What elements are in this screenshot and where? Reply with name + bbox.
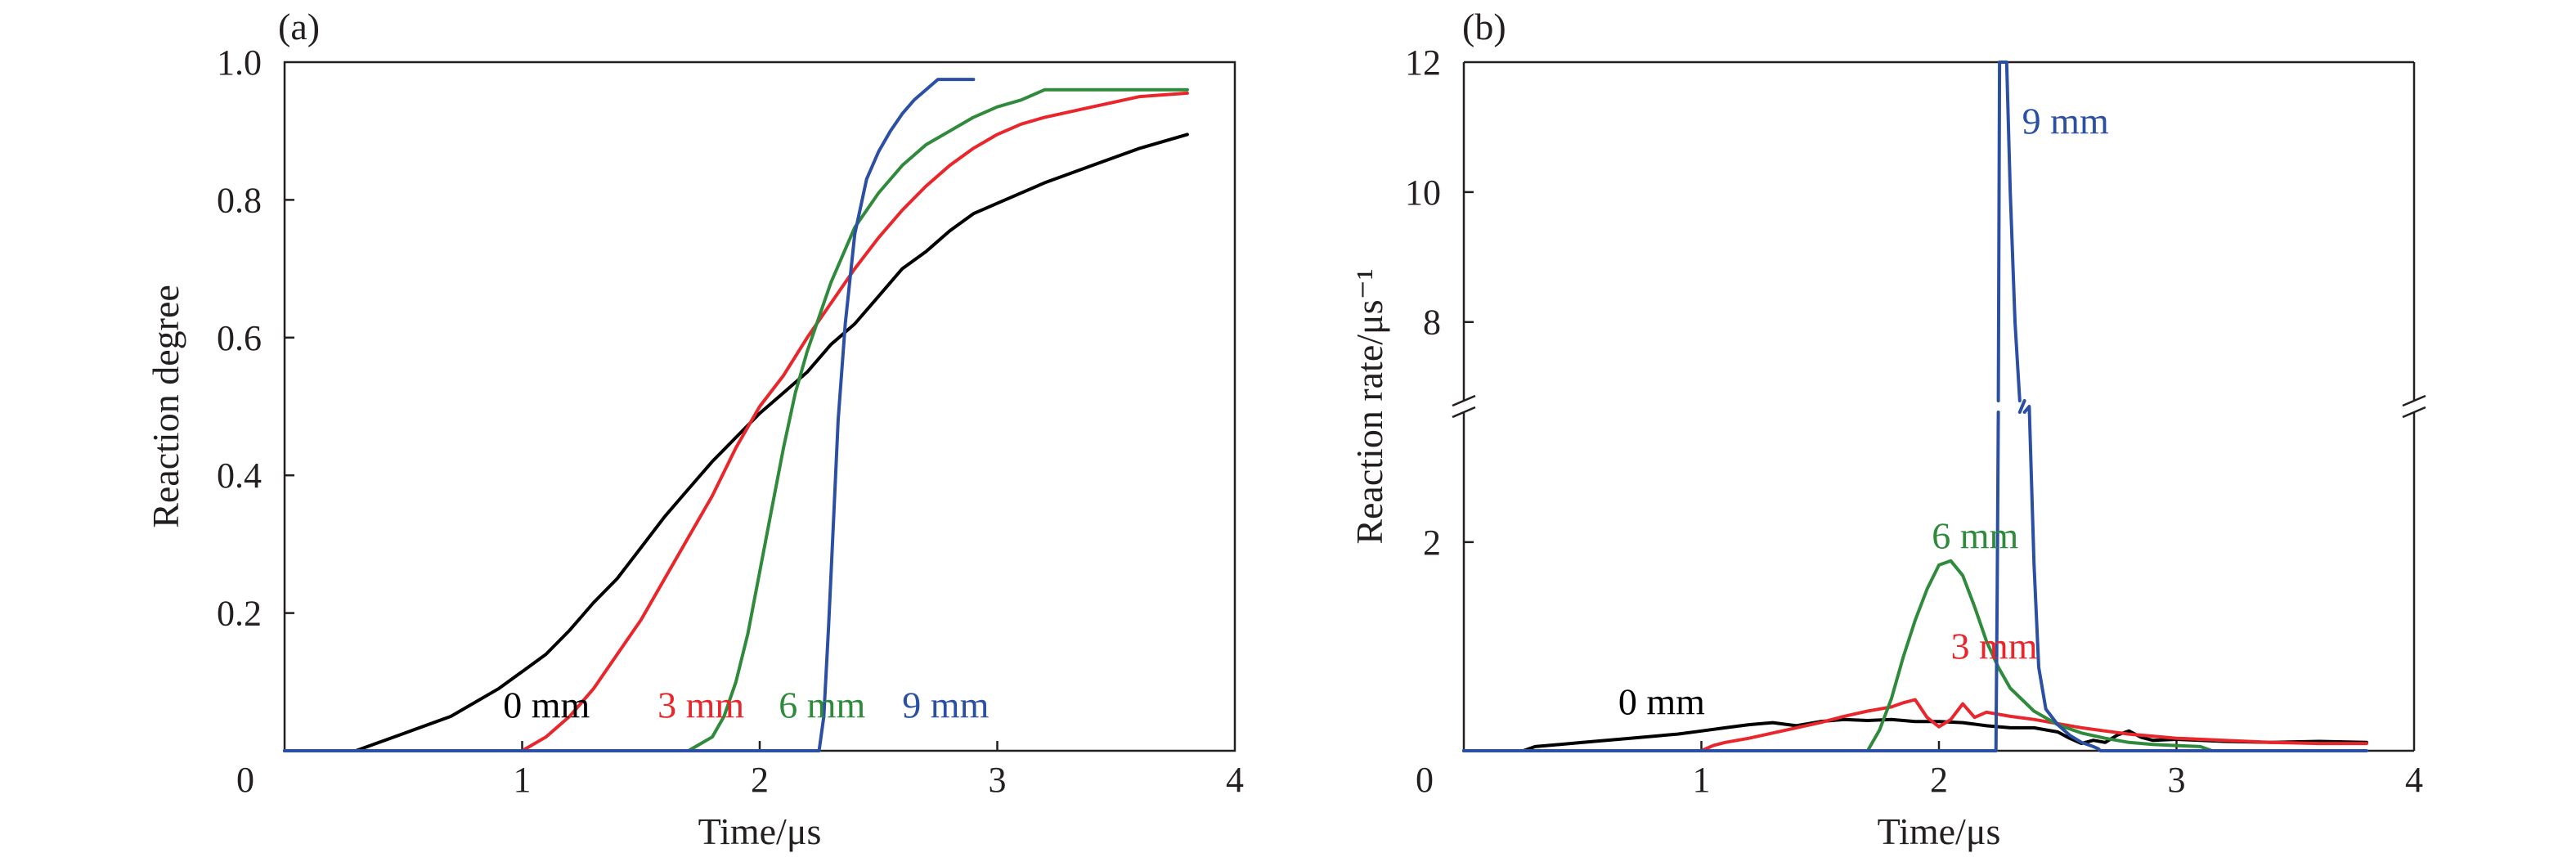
panel-a-y-tick-label: 0.2 — [217, 594, 262, 634]
panel-b-series-label: 3 mm — [1951, 626, 2038, 667]
panel-b-series-line-3-mm — [1462, 698, 2368, 752]
panel-b-series-line-9-mm — [1996, 61, 2022, 402]
panel-b-x-tick-label: 3 — [2168, 760, 2186, 800]
panel-b-y-tick-label: 8 — [1423, 303, 1441, 343]
panel-b-series-line-9-mm — [2017, 399, 2026, 414]
panel-b-series-label: 6 mm — [1932, 515, 2018, 557]
panel-b-series-label: 0 mm — [1618, 680, 1705, 722]
panel-b-y-tick-label: 12 — [1405, 43, 1441, 83]
panel-a-y-tick-label: 1.0 — [217, 43, 262, 83]
panel-a-x-tick-label: 1 — [514, 760, 532, 800]
panel-b-label: (b) — [1462, 6, 1506, 47]
panel-b-series-line-9-mm — [2022, 405, 2368, 752]
panel-b-x-tick-label: 4 — [2405, 760, 2423, 800]
panel-a-y-axis-title: Reaction degree — [145, 285, 186, 528]
panel-a-series-line-9-mm — [283, 78, 976, 752]
axis-break-mark — [2402, 406, 2426, 419]
panel-a-series-label: 6 mm — [779, 685, 865, 726]
panel-a-tick-labels: 0 1 2 3 4 0.2 0.4 0.6 0.8 1.0 — [217, 43, 1244, 800]
panel-a-annotations: 0 mm 3 mm 6 mm 9 mm — [503, 685, 989, 726]
panel-a-x-tick-label: 2 — [751, 760, 769, 800]
panel-a-series — [283, 78, 1189, 752]
panel-a-x-axis-title: Time/μs — [698, 810, 822, 852]
panel-a-y-tick-label: 0.4 — [217, 456, 262, 496]
panel-b-series-label: 9 mm — [2022, 100, 2109, 141]
panel-b-x-axis-title: Time/μs — [1878, 810, 2001, 852]
panel-a-series-line-3-mm — [283, 91, 1189, 752]
panel-b-annotations: 9 mm 6 mm 3 mm 0 mm — [1618, 100, 2109, 722]
panel-a-x-tick-label: 3 — [989, 760, 1007, 800]
panel-a-x-tick-label: 4 — [1226, 760, 1244, 800]
panel-a-series-line-6-mm — [283, 88, 1189, 752]
panel-b-x-tick-label: 0 — [1416, 760, 1434, 800]
panel-b-series-line-9-mm — [1462, 411, 2000, 752]
axis-break-mark — [1452, 406, 1476, 419]
panel-a-y-tick-label: 0.8 — [217, 180, 262, 220]
panel-b-ticks — [1464, 191, 2178, 751]
panel-a-series-label: 9 mm — [902, 685, 989, 726]
panel-b-y-tick-label: 10 — [1405, 173, 1441, 213]
panel-b-series-line-6-mm — [1462, 559, 2215, 752]
panel-a-x-tick-label: 0 — [236, 760, 254, 800]
panel-a: (a) 0 1 2 3 4 0.2 0.4 0.6 0.8 1.0 0 mm 3 mm 6 mm 9 m… — [145, 6, 1244, 852]
panel-b-y-axis-title: Reaction rate/μs⁻¹ — [1349, 268, 1390, 544]
panel-b-x-tick-label: 2 — [1930, 760, 1948, 800]
panel-b-plot-frame — [1462, 61, 2416, 752]
panel-a-label: (a) — [278, 6, 320, 47]
axis-break-mark — [2402, 394, 2426, 407]
axis-break-mark — [1452, 394, 1476, 407]
panel-b-series — [1462, 61, 2368, 752]
panel-b-axis-break-marks — [1452, 394, 2426, 419]
panel-a-series-label: 3 mm — [657, 685, 744, 726]
panel-b-series-line-0-mm — [1462, 717, 2368, 752]
panel-b-x-tick-label: 1 — [1693, 760, 1711, 800]
panel-a-y-tick-label: 0.6 — [217, 318, 262, 358]
panel-b-y-tick-label: 2 — [1423, 523, 1441, 563]
panel-a-series-line-0-mm — [283, 132, 1189, 752]
panel-a-series-label: 0 mm — [503, 685, 590, 726]
